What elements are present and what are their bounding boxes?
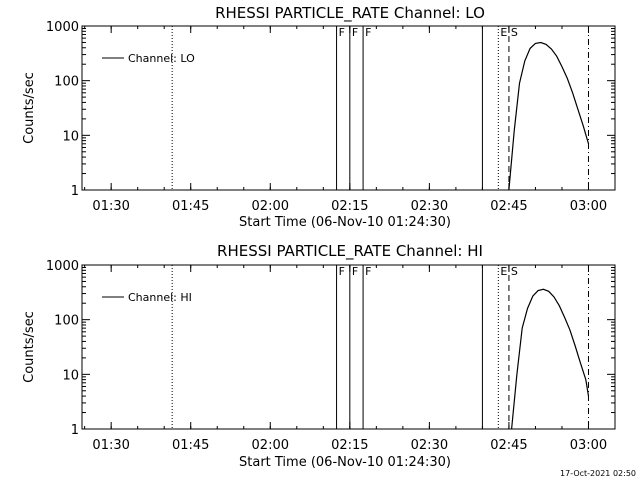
- x-tick-label: 02:00: [252, 199, 289, 214]
- plot-frame: [81, 25, 616, 191]
- y-tick-label: 10: [62, 129, 79, 144]
- x-tick-label: 01:45: [172, 199, 209, 214]
- y-tick-label: 100: [54, 314, 79, 329]
- chart-panel-hi: RHESSI PARTICLE_RATE Channel: HI Start T…: [22, 242, 616, 470]
- y-axis-label: Counts/sec: [22, 311, 37, 383]
- plot-frame: [81, 264, 616, 430]
- y-tick-label: 1: [71, 184, 79, 199]
- event-marker-label: F: [365, 265, 371, 278]
- event-marker-label: F: [352, 26, 358, 39]
- event-marker-label: S: [511, 26, 518, 39]
- event-marker-label: F: [339, 265, 345, 278]
- y-tick-label: 1000: [46, 259, 79, 274]
- x-tick-label: 02:30: [411, 438, 448, 453]
- y-axis-label: Counts/sec: [22, 72, 37, 144]
- x-axis-label: Start Time (06-Nov-10 01:24:30): [239, 455, 451, 470]
- x-tick-label: 03:00: [570, 438, 607, 453]
- legend-label: Channel: HI: [128, 291, 192, 304]
- x-tick-label: 01:30: [92, 199, 129, 214]
- x-tick-label: 01:30: [92, 438, 129, 453]
- footer-timestamp: 17-Oct-2021 02:50: [560, 469, 636, 478]
- x-tick-label: 02:15: [331, 438, 368, 453]
- y-tick-label: 1000: [46, 20, 79, 35]
- x-tick-label: 02:45: [490, 199, 527, 214]
- event-marker-label: E: [500, 26, 507, 39]
- event-marker-label: F: [339, 26, 345, 39]
- y-tick-label: 10: [62, 368, 79, 383]
- legend-label: Channel: LO: [128, 52, 195, 65]
- x-tick-label: 02:45: [490, 438, 527, 453]
- x-tick-label: 02:15: [331, 199, 368, 214]
- chart-panel-lo: RHESSI PARTICLE_RATE Channel: LO Start T…: [22, 4, 616, 230]
- x-tick-label: 01:45: [172, 438, 209, 453]
- x-tick-label: 02:30: [411, 199, 448, 214]
- y-tick-label: 100: [54, 75, 79, 90]
- event-marker-label: F: [365, 26, 371, 39]
- event-marker-label: E: [500, 265, 507, 278]
- series-line: [511, 288, 590, 430]
- x-tick-label: 03:00: [570, 199, 607, 214]
- x-axis-label: Start Time (06-Nov-10 01:24:30): [239, 215, 451, 230]
- y-tick-label: 1: [71, 423, 79, 438]
- event-marker-label: S: [511, 265, 518, 278]
- chart-title: RHESSI PARTICLE_RATE Channel: LO: [215, 4, 485, 23]
- series-line: [508, 41, 590, 191]
- event-marker-label: F: [352, 265, 358, 278]
- x-tick-label: 02:00: [252, 438, 289, 453]
- chart-title: RHESSI PARTICLE_RATE Channel: HI: [217, 242, 483, 261]
